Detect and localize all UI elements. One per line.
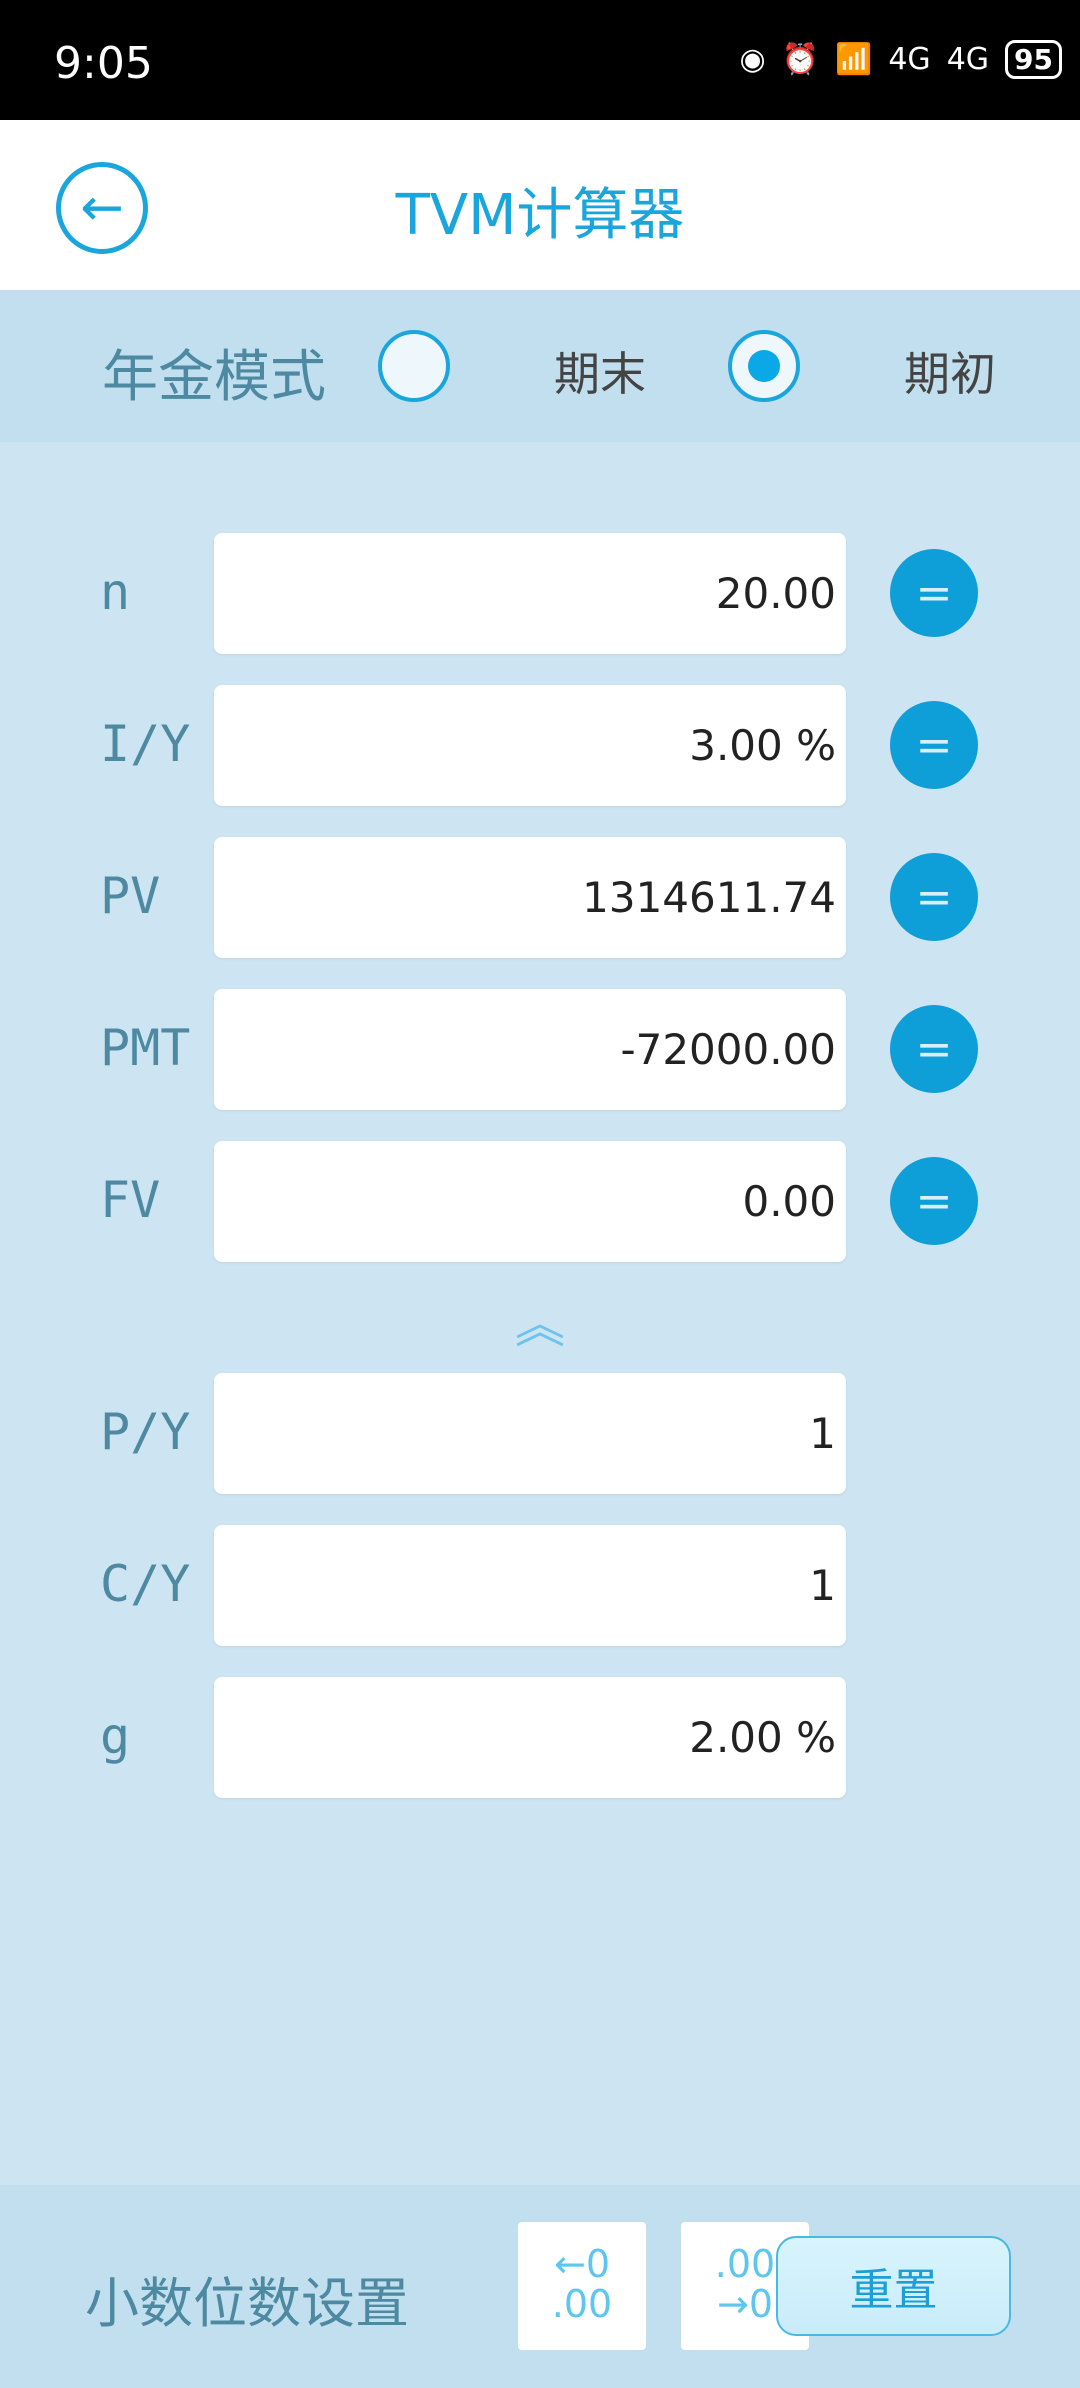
solve-button[interactable]: = bbox=[890, 1157, 978, 1245]
app-header: ← TVM计算器 bbox=[0, 120, 1080, 290]
field-input[interactable]: 1314611.74 bbox=[214, 837, 846, 958]
back-arrow-icon[interactable]: ← bbox=[56, 162, 148, 254]
decrease-decimals-top: ←0 bbox=[553, 2242, 611, 2286]
field-label: FV bbox=[100, 1171, 161, 1229]
alarm-icon: ⏰ bbox=[781, 42, 819, 77]
page-title: TVM计算器 bbox=[395, 183, 685, 248]
status-icons: ◉ ⏰ 📶 4G 4G 95 bbox=[739, 40, 1062, 79]
increase-decimals-top: .00 bbox=[714, 2242, 776, 2286]
signal-icon: 4G bbox=[888, 42, 931, 77]
field-input[interactable]: 1 bbox=[214, 1525, 846, 1646]
field-input[interactable]: 0.00 bbox=[214, 1141, 846, 1262]
wifi-icon: 📶 bbox=[834, 42, 873, 77]
field-input[interactable]: 1 bbox=[214, 1373, 846, 1494]
field-input[interactable]: 2.00 % bbox=[214, 1677, 846, 1798]
field-label: g bbox=[100, 1707, 131, 1765]
collapse-chevron-icon[interactable]: ︽ bbox=[515, 1296, 565, 1354]
solve-button[interactable]: = bbox=[890, 853, 978, 941]
status-bar: 9:05 ◉ ⏰ 📶 4G 4G 95 bbox=[0, 0, 1080, 120]
field-input[interactable]: 20.00 bbox=[214, 533, 846, 654]
radio-end[interactable] bbox=[378, 330, 450, 402]
radio-begin[interactable] bbox=[728, 330, 800, 402]
decrease-decimals-bottom: .00 bbox=[551, 2282, 613, 2326]
field-input[interactable]: -72000.00 bbox=[214, 989, 846, 1110]
status-time: 9:05 bbox=[54, 38, 153, 89]
option-begin-label: 期初 bbox=[904, 347, 996, 401]
decrease-decimals-button[interactable]: ←0 .00 bbox=[518, 2222, 646, 2350]
solve-button[interactable]: = bbox=[890, 549, 978, 637]
field-label: PMT bbox=[100, 1019, 191, 1077]
reset-button[interactable]: 重置 bbox=[776, 2236, 1011, 2336]
field-input[interactable]: 3.00 % bbox=[214, 685, 846, 806]
field-label: PV bbox=[100, 867, 161, 925]
eye-icon: ◉ bbox=[739, 42, 766, 77]
annuity-mode-label: 年金模式 bbox=[102, 345, 326, 410]
signal-icon: 4G bbox=[946, 42, 990, 77]
option-end-label: 期末 bbox=[554, 347, 646, 401]
increase-decimals-bottom: →0 bbox=[716, 2282, 774, 2326]
solve-button[interactable]: = bbox=[890, 1005, 978, 1093]
field-label: P/Y bbox=[100, 1403, 191, 1461]
annuity-mode-bar: 年金模式 期末 期初 bbox=[0, 290, 1080, 442]
bottom-bar: 小数位数设置 ←0 .00 .00 →0 重置 bbox=[0, 2185, 1080, 2388]
solve-button[interactable]: = bbox=[890, 701, 978, 789]
battery-icon: 95 bbox=[1005, 40, 1062, 79]
field-label: I/Y bbox=[100, 715, 191, 773]
field-label: C/Y bbox=[100, 1555, 191, 1613]
decimal-settings-label: 小数位数设置 bbox=[85, 2272, 409, 2335]
field-label: n bbox=[100, 563, 131, 621]
